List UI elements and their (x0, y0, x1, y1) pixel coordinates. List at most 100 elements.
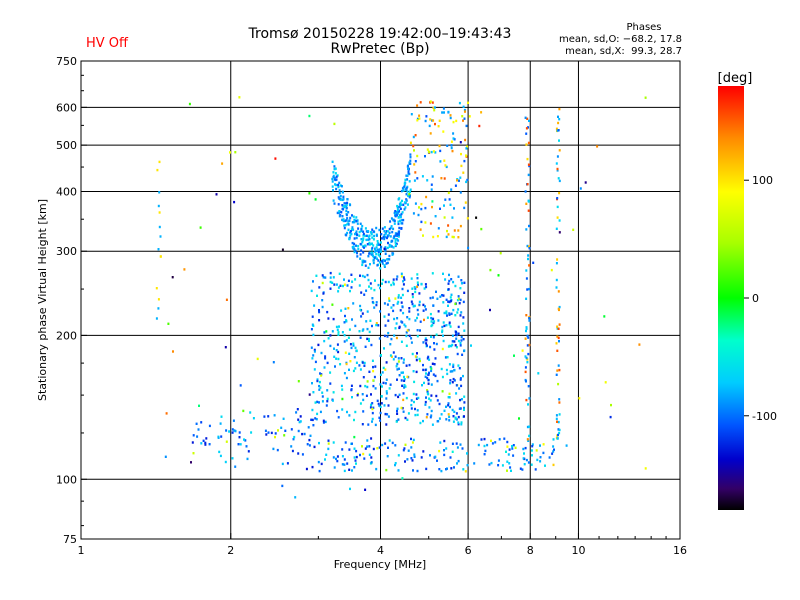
echo-point (441, 294, 443, 297)
echo-point (410, 300, 413, 303)
echo-point (219, 422, 222, 425)
echo-point (335, 325, 338, 329)
echo-point (556, 258, 559, 261)
echo-point (556, 155, 559, 158)
echo-point (460, 335, 463, 339)
echo-point (397, 360, 400, 363)
echo-point (449, 116, 452, 120)
echo-point (447, 233, 450, 236)
echo-point (408, 310, 411, 313)
echo-point (337, 416, 340, 419)
echo-point (344, 205, 347, 209)
echo-point (428, 358, 431, 361)
echo-point (327, 439, 330, 442)
echo-point (455, 442, 458, 445)
echo-point (525, 329, 527, 333)
echo-point (462, 105, 465, 108)
echo-point (351, 469, 353, 472)
echo-point (353, 456, 356, 459)
echo-point (353, 418, 355, 422)
echo-point (197, 428, 200, 431)
echo-point (343, 321, 346, 324)
echo-point (384, 235, 387, 239)
echo-point (233, 200, 236, 204)
echo-point (456, 179, 458, 182)
echo-point (359, 222, 362, 225)
echo-point (432, 106, 435, 109)
echo-point (558, 368, 561, 372)
echo-point (377, 259, 380, 262)
echo-point (413, 380, 416, 384)
echo-point (399, 219, 401, 223)
echo-point (450, 188, 453, 191)
echo-point (453, 340, 456, 343)
echo-point (437, 310, 440, 313)
echo-point (337, 350, 340, 354)
echo-point (384, 252, 387, 255)
echo-point (444, 356, 447, 359)
echo-point (399, 207, 402, 210)
echo-point (380, 354, 382, 357)
echo-point (458, 101, 461, 105)
echo-point (394, 327, 397, 330)
echo-point (411, 352, 414, 356)
echo-point (452, 363, 455, 366)
echo-point (400, 320, 403, 323)
echo-point (359, 304, 362, 308)
echo-point (460, 384, 463, 388)
echo-point (402, 203, 405, 206)
echo-point (249, 411, 252, 414)
echo-point (337, 203, 340, 206)
echo-point (457, 459, 460, 463)
echo-point (514, 446, 517, 449)
echo-point (159, 235, 162, 238)
echo-point (428, 371, 430, 374)
echo-point (360, 229, 363, 233)
echo-point (158, 225, 161, 229)
echo-point (365, 320, 368, 323)
echo-point (557, 121, 560, 125)
echo-point (379, 241, 382, 244)
echo-point (362, 238, 365, 242)
y-tick-label: 500 (56, 139, 77, 152)
echo-point (365, 394, 368, 397)
echo-point (386, 303, 389, 306)
echo-point (354, 410, 357, 414)
echo-point (444, 164, 447, 167)
echo-point (555, 286, 558, 289)
echo-point (349, 216, 352, 220)
echo-point (367, 423, 370, 426)
echo-point (373, 234, 376, 238)
echo-point (527, 200, 530, 203)
echo-point (348, 448, 351, 451)
echo-point (393, 219, 396, 222)
echo-point (398, 203, 401, 206)
echo-point (361, 240, 364, 244)
echo-point (345, 234, 348, 237)
echo-point (402, 283, 405, 286)
echo-point (321, 299, 324, 302)
echo-point (368, 339, 370, 342)
echo-point (439, 295, 442, 298)
echo-point (333, 466, 336, 469)
echo-point (347, 211, 350, 214)
echo-point (459, 298, 462, 302)
echo-point (398, 374, 401, 377)
echo-point (445, 368, 448, 372)
echo-point (451, 450, 454, 453)
echo-point (416, 316, 418, 320)
echo-point (402, 276, 405, 279)
echo-point (424, 403, 427, 406)
echo-point (350, 346, 353, 350)
echo-point (468, 115, 471, 118)
echo-point (396, 302, 399, 305)
echo-point (455, 412, 458, 415)
echo-point (329, 371, 332, 374)
echo-point (359, 368, 362, 371)
echo-point (395, 336, 398, 340)
echo-point (410, 277, 413, 280)
echo-point (317, 460, 320, 464)
echo-point (359, 253, 362, 256)
echo-point (429, 365, 432, 369)
echo-point (312, 391, 315, 394)
